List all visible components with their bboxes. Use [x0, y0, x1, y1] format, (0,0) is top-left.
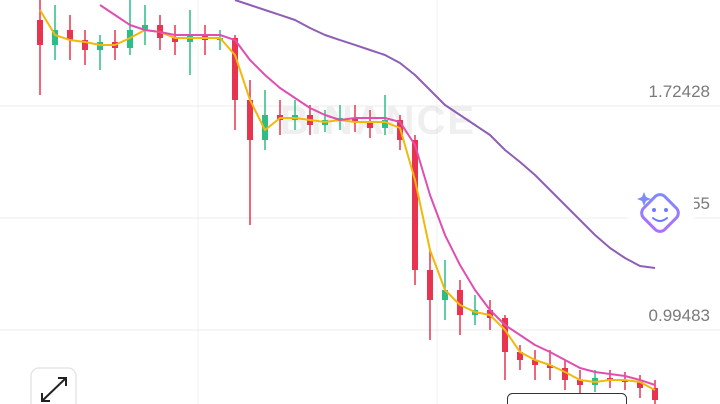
- candle-body: [352, 118, 358, 123]
- moving-average-line: [99, 4, 656, 386]
- moving-average-line: [39, 9, 656, 391]
- candle-body: [502, 318, 508, 353]
- plot: [37, 0, 658, 404]
- candle-body: [412, 139, 418, 270]
- candle-body: [577, 379, 583, 385]
- assistant-button[interactable]: [628, 186, 694, 240]
- expand-icon: [41, 377, 67, 402]
- candle-body: [82, 40, 88, 50]
- candle-body: [232, 37, 238, 100]
- icon-sparkle: [637, 192, 651, 206]
- y-tick-label: 1.72428: [649, 82, 710, 101]
- candle-body: [67, 30, 73, 41]
- candle-body: [52, 30, 58, 45]
- candle-body: [172, 37, 178, 43]
- icon-eye: [652, 208, 656, 212]
- candle-body: [562, 368, 568, 380]
- icon-mouth: [652, 217, 668, 222]
- candle-body: [262, 115, 268, 140]
- overlay-box[interactable]: [507, 393, 627, 404]
- button-frame: [30, 367, 77, 404]
- candle-body: [382, 120, 388, 128]
- candle-body: [652, 388, 658, 401]
- candle-body: [457, 290, 463, 316]
- candle-body: [247, 99, 253, 140]
- y-tick-label: 0.99483: [649, 306, 710, 325]
- candle-body: [37, 19, 43, 45]
- candle-body: [547, 365, 553, 369]
- candle-body: [97, 42, 103, 50]
- candle-body: [367, 122, 373, 128]
- candle-body: [442, 290, 448, 300]
- candle-body: [622, 379, 628, 383]
- candle-body: [517, 352, 523, 360]
- candle-body: [532, 359, 538, 366]
- icon-frame: [640, 193, 680, 233]
- grid: [0, 105, 720, 331]
- icon-eye: [664, 208, 668, 212]
- expand-button[interactable]: [30, 367, 77, 404]
- candle-body: [427, 269, 433, 300]
- candle-body: [142, 24, 148, 31]
- candle-body: [637, 382, 643, 389]
- moving-average-line: [234, 0, 656, 269]
